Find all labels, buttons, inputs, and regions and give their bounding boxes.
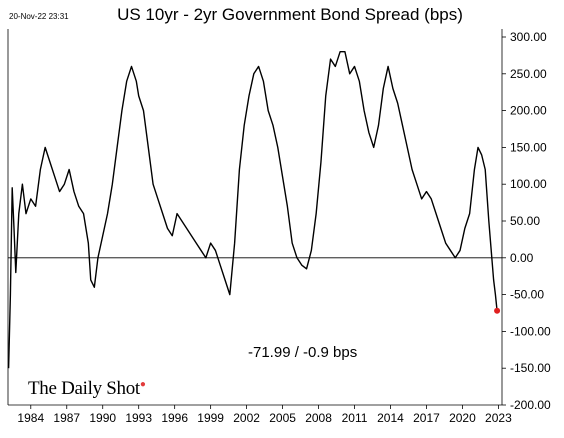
last-value-marker-group bbox=[494, 307, 501, 314]
y-tick-label: -50.00 bbox=[510, 288, 544, 302]
series-group bbox=[7, 51, 498, 369]
x-tick-label: 1993 bbox=[125, 411, 152, 425]
x-tick-label: 2008 bbox=[305, 411, 332, 425]
x-tick-label: 2002 bbox=[233, 411, 260, 425]
y-tick-label: -100.00 bbox=[510, 324, 551, 338]
x-tick-label: 1999 bbox=[197, 411, 224, 425]
x-tick-label: 2017 bbox=[413, 411, 440, 425]
x-tick-label: 1987 bbox=[53, 411, 80, 425]
y-tick-label: 300.00 bbox=[510, 30, 547, 44]
y-tick-label: 250.00 bbox=[510, 67, 547, 81]
x-axis-ticks: 1984 1987 1990 1993 1996 1999 2002 2005 2008 2011… bbox=[17, 405, 512, 425]
y-tick-label: 150.00 bbox=[510, 140, 547, 154]
y-tick-label: 50.00 bbox=[510, 214, 540, 228]
x-tick-label: 2005 bbox=[269, 411, 296, 425]
x-tick-label: 2011 bbox=[342, 411, 368, 425]
series-line bbox=[7, 51, 498, 369]
x-tick-label: 2014 bbox=[377, 411, 404, 425]
timestamp: 20-Nov-22 23:31 bbox=[9, 12, 69, 21]
y-tick-label: -150.00 bbox=[510, 361, 551, 375]
y-tick-label: -200.00 bbox=[510, 398, 551, 412]
y-tick-label: 100.00 bbox=[510, 177, 547, 191]
x-tick-label: 1990 bbox=[89, 411, 116, 425]
x-tick-label: 1996 bbox=[161, 411, 188, 425]
last-value-marker bbox=[494, 307, 501, 314]
brand-logo-text: The Daily Shot bbox=[28, 378, 140, 399]
y-tick-label: 0.00 bbox=[510, 251, 534, 265]
chart-title: US 10yr - 2yr Government Bond Spread (bp… bbox=[117, 5, 463, 24]
logo-dot-icon: ● bbox=[139, 379, 146, 390]
y-tick-label: 200.00 bbox=[510, 104, 547, 118]
x-tick-label: 1984 bbox=[17, 411, 44, 425]
x-tick-label: 2023 bbox=[485, 411, 512, 425]
brand-logo: The Daily Shot● bbox=[28, 378, 146, 400]
chart-annotation: -71.99 / -0.9 bps bbox=[248, 344, 358, 361]
y-axis-ticks: 300.00 250.00 200.00 150.00 100.00 50.00 0.00 -… bbox=[502, 30, 551, 412]
x-tick-label: 2020 bbox=[449, 411, 476, 425]
